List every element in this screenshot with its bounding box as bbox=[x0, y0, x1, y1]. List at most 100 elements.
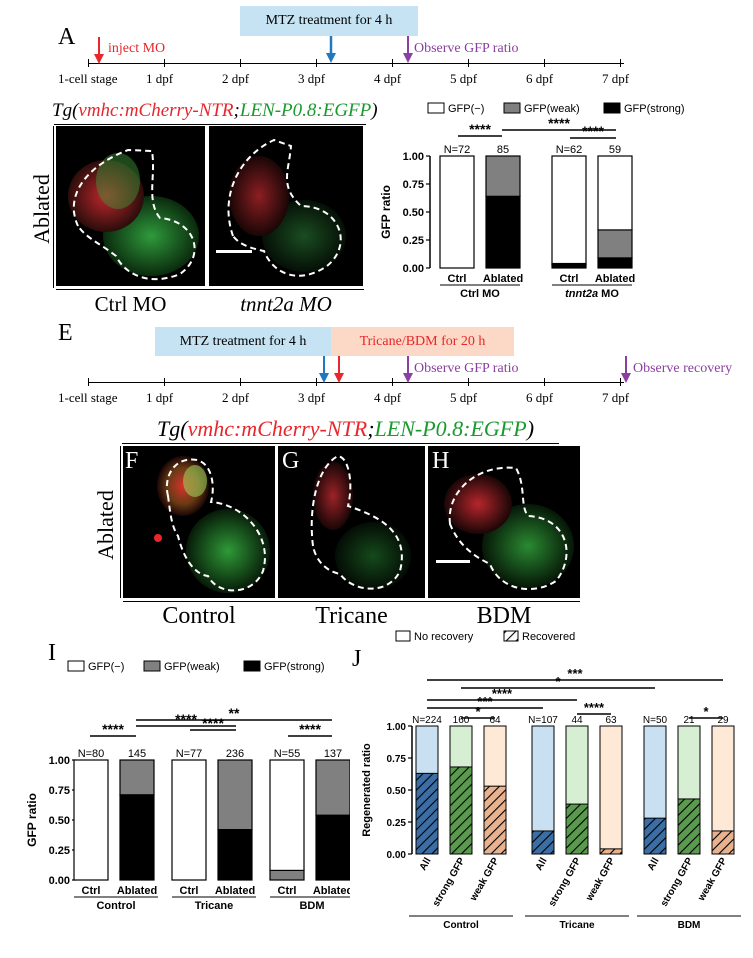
timeline-a-tick-label-5: 5 dpf bbox=[450, 71, 478, 86]
ablated-label-bottom: Ablated bbox=[93, 490, 118, 560]
bar-recovered bbox=[643, 817, 667, 855]
bar-count-label: N=72 bbox=[444, 144, 471, 156]
panel-label-c: C bbox=[213, 128, 230, 154]
timeline-e-tick-7 bbox=[620, 378, 621, 386]
panel-label-f: F bbox=[125, 448, 139, 474]
observe-arrow-e bbox=[403, 356, 413, 383]
legend-label: Recovered bbox=[522, 631, 575, 643]
bar-segment bbox=[315, 759, 350, 816]
bar-count-label: 59 bbox=[609, 144, 621, 156]
bar-count-label: 63 bbox=[605, 715, 617, 726]
timeline-a-tick-label-2: 2 dpf bbox=[222, 71, 250, 86]
timeline-e-tick-label-0: 1-cell stage bbox=[58, 390, 118, 405]
scale-bar-h bbox=[436, 560, 470, 563]
bar-x-label: Ablated bbox=[483, 273, 523, 285]
chart-d: GFP(−) GFP(weak) GFP(strong) 0.00 0.25 0.50 0.… bbox=[380, 102, 685, 300]
caption-tnnt2a-mo: tnnt2a MO bbox=[240, 292, 332, 316]
timeline-e-tick-1 bbox=[164, 378, 165, 386]
bar-recovered bbox=[711, 830, 735, 855]
ablated-bracket-top bbox=[53, 126, 54, 288]
legend-swatch bbox=[143, 660, 161, 672]
y-tick-label: 0.00 bbox=[387, 850, 407, 861]
bar-count-label: N=107 bbox=[528, 715, 558, 726]
timeline-a-tick-7 bbox=[620, 59, 621, 67]
bar-x-label: Ablated bbox=[313, 885, 350, 897]
timeline-a-tick-4 bbox=[392, 59, 393, 67]
genotype-underline-top bbox=[54, 124, 366, 125]
bar-segment bbox=[485, 155, 521, 197]
bar-recovered bbox=[565, 803, 589, 855]
recovery-label-e: Observe recovery bbox=[633, 361, 733, 376]
timeline-e-tick-label-6: 6 dpf bbox=[526, 390, 554, 405]
y-tick-label: 0.00 bbox=[49, 875, 70, 887]
legend-label: GFP(strong) bbox=[264, 661, 325, 673]
sig-mark: * bbox=[555, 674, 561, 689]
group-label: BDM bbox=[678, 920, 701, 931]
bar-x-label: Ctrl bbox=[180, 885, 199, 897]
bar-segment bbox=[269, 869, 305, 881]
caption-ctrl-mo: Ctrl MO bbox=[94, 292, 167, 316]
bar-segment bbox=[597, 155, 633, 231]
tricane-bdm-box: Tricane/BDM for 20 h bbox=[331, 327, 514, 356]
timeline-e-tick-4 bbox=[392, 378, 393, 386]
sig-mark: ** bbox=[229, 705, 240, 721]
bar-count-label: 29 bbox=[717, 715, 729, 726]
y-tick-label: 0.25 bbox=[403, 235, 424, 247]
sig-mark: * bbox=[703, 704, 709, 719]
timeline-a-tick-5 bbox=[468, 59, 469, 67]
sig-mark: **** bbox=[102, 721, 124, 737]
bar-recovered bbox=[677, 798, 701, 855]
bar-x-label: weak GFP bbox=[584, 856, 618, 904]
y-axis-label: GFP ratio bbox=[25, 793, 39, 847]
group-label: Control bbox=[96, 900, 135, 912]
timeline-e-tick-0 bbox=[88, 378, 89, 386]
bar-no-recovery bbox=[599, 725, 623, 855]
bar-recovered bbox=[531, 830, 555, 855]
bar-count-label: N=77 bbox=[176, 748, 203, 760]
bar-x-label: weak GFP bbox=[468, 856, 502, 904]
y-axis-label: Regenerated ratio bbox=[361, 743, 373, 837]
mtz-treatment-box-a: MTZ treatment for 4 h bbox=[240, 6, 418, 36]
legend-swatch bbox=[243, 660, 261, 672]
bar-segment bbox=[315, 814, 350, 881]
bar-x-label: strong GFP bbox=[431, 856, 468, 909]
mtz-treatment-label-e: MTZ treatment for 4 h bbox=[179, 333, 307, 349]
bar-segment bbox=[269, 759, 305, 872]
bar-count-label: N=55 bbox=[274, 748, 301, 760]
timeline-a-tick-0 bbox=[88, 59, 89, 67]
timeline-e-tick-2 bbox=[240, 378, 241, 386]
tricane-arrow-e bbox=[334, 356, 344, 383]
bar-segment bbox=[217, 829, 253, 881]
y-tick-label: 1.00 bbox=[403, 151, 424, 163]
sig-mark: **** bbox=[548, 115, 570, 131]
caption-bdm: BDM bbox=[476, 603, 532, 629]
group-label: tnnt2a MO bbox=[565, 288, 619, 300]
mtz-arrow-e bbox=[319, 356, 329, 383]
legend-swatch bbox=[395, 630, 411, 642]
inject-arrow bbox=[94, 37, 104, 64]
y-tick-label: 0.25 bbox=[387, 818, 407, 829]
sig-mark: * bbox=[475, 704, 481, 719]
observe-arrow-a bbox=[403, 36, 413, 63]
bar-segment bbox=[597, 257, 633, 269]
observe-label-e: Observe GFP ratio bbox=[414, 361, 519, 376]
micrograph-f: F bbox=[123, 446, 275, 598]
bar-x-label: weak GFP bbox=[696, 856, 730, 904]
bar-recovered bbox=[483, 785, 507, 855]
y-tick-label: 0.00 bbox=[403, 263, 424, 275]
bar-count-label: N=80 bbox=[78, 748, 105, 760]
sig-mark: **** bbox=[584, 700, 605, 715]
mtz-arrow-a bbox=[326, 36, 336, 63]
bar-recovered bbox=[599, 848, 623, 855]
sig-mark: **** bbox=[492, 686, 513, 701]
chart-i: GFP(−) GFP(weak) GFP(strong) 0.00 0.25 0.50 0.… bbox=[25, 660, 350, 912]
recovery-arrow-e bbox=[621, 356, 631, 383]
micrograph-c: C bbox=[209, 126, 363, 286]
genotype-underline-bottom bbox=[122, 443, 559, 444]
legend-swatch bbox=[503, 630, 519, 642]
legend-swatch bbox=[603, 102, 621, 114]
ablated-label-top: Ablated bbox=[29, 174, 54, 244]
timeline-axis-a bbox=[88, 63, 624, 64]
caption-control: Control bbox=[162, 603, 236, 629]
y-tick-label: 0.50 bbox=[49, 815, 70, 827]
